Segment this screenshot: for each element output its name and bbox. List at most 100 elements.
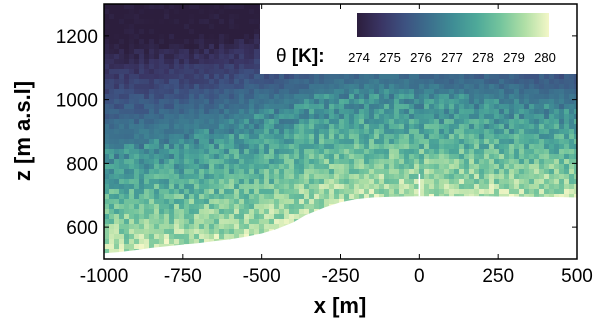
field-cell xyxy=(314,84,320,90)
field-cell xyxy=(559,179,565,185)
field-cell xyxy=(274,114,280,120)
field-cell xyxy=(214,234,220,240)
field-cell xyxy=(214,114,220,120)
field-cell xyxy=(549,104,555,110)
field-cell xyxy=(484,179,490,185)
field-cell xyxy=(189,169,195,175)
field-cell xyxy=(214,64,220,70)
field-cell xyxy=(359,74,365,80)
field-cell xyxy=(304,104,310,110)
field-cell xyxy=(119,39,125,45)
field-cell xyxy=(204,54,210,60)
field-cell xyxy=(384,159,390,165)
field-cell xyxy=(249,59,255,65)
field-cell xyxy=(564,149,570,155)
field-cell xyxy=(524,119,530,125)
field-cell xyxy=(284,154,290,160)
field-cell xyxy=(239,24,245,30)
field-cell xyxy=(224,164,230,170)
field-cell xyxy=(169,4,175,10)
field-cell xyxy=(434,129,440,135)
field-cell xyxy=(209,114,215,120)
field-cell xyxy=(339,174,345,180)
field-cell xyxy=(109,224,115,230)
field-cell xyxy=(309,164,315,170)
field-cell xyxy=(464,149,470,155)
field-cell xyxy=(364,139,370,145)
field-cell xyxy=(299,204,305,210)
field-cell xyxy=(444,129,450,135)
field-cell xyxy=(254,184,260,190)
field-cell xyxy=(464,189,470,195)
field-cell xyxy=(554,134,560,140)
field-cell xyxy=(304,79,310,85)
field-cell xyxy=(289,74,295,80)
field-cell xyxy=(194,219,200,225)
field-cell xyxy=(479,74,485,80)
field-cell xyxy=(174,239,180,245)
field-cell xyxy=(279,159,285,165)
field-cell xyxy=(504,99,510,105)
field-cell xyxy=(269,84,275,90)
field-cell xyxy=(189,89,195,95)
field-cell xyxy=(269,129,275,135)
field-cell xyxy=(134,184,140,190)
field-cell xyxy=(544,149,550,155)
field-cell xyxy=(414,99,420,105)
field-cell xyxy=(214,54,220,60)
field-cell xyxy=(534,94,540,100)
field-cell xyxy=(344,169,350,175)
field-cell xyxy=(494,184,500,190)
field-cell xyxy=(214,189,220,195)
field-cell xyxy=(329,139,335,145)
field-cell xyxy=(119,94,125,100)
field-cell xyxy=(444,139,450,145)
field-cell xyxy=(564,99,570,105)
field-cell xyxy=(504,104,510,110)
field-cell xyxy=(129,54,135,60)
field-cell xyxy=(129,134,135,140)
field-cell xyxy=(194,199,200,205)
field-cell xyxy=(334,139,340,145)
field-cell xyxy=(564,144,570,150)
field-cell xyxy=(134,174,140,180)
field-cell xyxy=(209,109,215,115)
field-cell xyxy=(214,164,220,170)
field-cell xyxy=(429,99,435,105)
field-cell xyxy=(434,169,440,175)
field-cell xyxy=(404,84,410,90)
field-cell xyxy=(439,174,445,180)
field-cell xyxy=(229,29,235,35)
field-cell xyxy=(364,114,370,120)
field-cell xyxy=(124,174,130,180)
field-cell xyxy=(259,74,265,80)
field-cell xyxy=(154,64,160,70)
field-cell xyxy=(484,169,490,175)
field-cell xyxy=(354,139,360,145)
field-cell xyxy=(254,4,260,10)
field-cell xyxy=(144,199,150,205)
field-cell xyxy=(574,134,577,140)
field-cell xyxy=(374,164,380,170)
field-cell xyxy=(169,99,175,105)
field-cell xyxy=(294,149,300,155)
field-cell xyxy=(169,9,175,15)
field-cell xyxy=(314,89,320,95)
field-cell xyxy=(234,159,240,165)
field-cell xyxy=(139,64,145,70)
field-cell xyxy=(439,169,445,175)
field-cell xyxy=(294,214,300,220)
field-cell xyxy=(119,184,125,190)
field-cell xyxy=(114,159,120,165)
field-cell xyxy=(274,134,280,140)
field-cell xyxy=(374,74,380,80)
field-cell xyxy=(209,94,215,100)
field-cell xyxy=(274,199,280,205)
field-cell xyxy=(449,114,455,120)
field-cell xyxy=(414,94,420,100)
field-cell xyxy=(104,169,110,175)
field-cell xyxy=(369,174,375,180)
field-cell xyxy=(264,214,270,220)
field-cell xyxy=(229,129,235,135)
field-cell xyxy=(224,29,230,35)
